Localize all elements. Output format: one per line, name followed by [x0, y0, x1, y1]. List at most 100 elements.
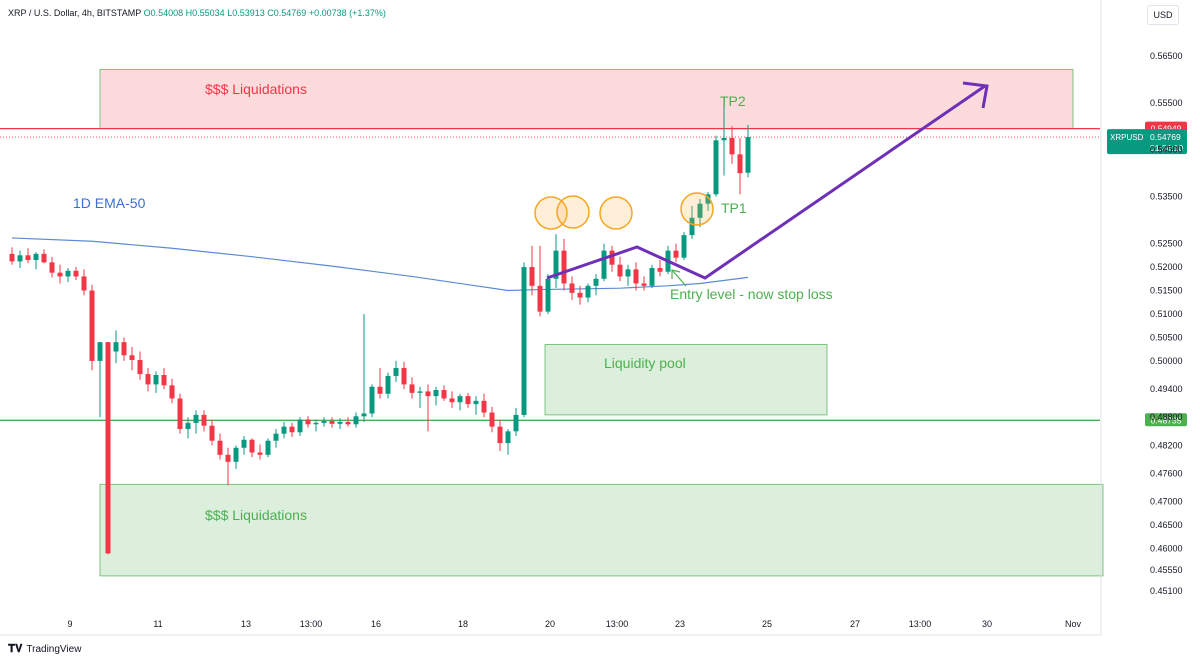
candle-body — [497, 426, 503, 444]
candle-body — [561, 250, 567, 284]
top-liquidation-zone — [99, 68, 1074, 130]
candle-body — [265, 440, 271, 455]
candle-body — [681, 235, 687, 258]
candle-body — [601, 250, 607, 279]
candle-body — [49, 262, 55, 273]
candle-body — [81, 276, 87, 291]
candle-body — [17, 255, 23, 262]
candle-body — [177, 398, 183, 429]
price-level-badge — [1145, 413, 1187, 427]
candle-body — [353, 416, 359, 425]
tp1-label: TP1 — [721, 200, 747, 216]
candle-body — [553, 250, 559, 279]
y-tick-label: 0.48200 — [1150, 440, 1183, 450]
last-price-badge — [1107, 129, 1187, 155]
tradingview-logo[interactable]: 𝐓𝐕 TradingView — [8, 643, 81, 656]
candle-body — [489, 412, 495, 427]
candle-body — [225, 454, 231, 462]
y-tick-label: 0.52000 — [1150, 262, 1183, 272]
candle-body — [617, 264, 623, 277]
candle-body — [153, 375, 159, 385]
entry-pointer-head — [671, 269, 681, 279]
candle-body — [513, 414, 519, 432]
candle-body — [321, 421, 327, 423]
entry-label: Entry level - now stop loss — [670, 286, 833, 302]
x-tick-label: 13:00 — [300, 619, 323, 629]
candle-body — [649, 267, 655, 286]
last-price-countdown: 01:34:10 — [1150, 143, 1183, 153]
symbol-title: XRP / U.S. Dollar, 4h, BITSTAMP — [8, 8, 142, 18]
candle-body — [9, 253, 15, 262]
candle-body — [465, 396, 471, 405]
y-tick-label: 0.56500 — [1150, 51, 1183, 61]
candle-body — [185, 422, 191, 429]
currency-button[interactable]: USD — [1147, 5, 1179, 25]
ema-50-line — [11, 237, 749, 292]
candle-body — [401, 367, 407, 385]
candle-body — [233, 447, 239, 462]
candle-body — [393, 367, 399, 376]
y-tick-label: 0.52500 — [1150, 239, 1183, 249]
candle-body — [409, 384, 415, 393]
candle-body — [537, 285, 543, 312]
x-tick-label: 20 — [545, 619, 555, 629]
candle-body — [457, 396, 463, 403]
candle-body — [313, 422, 319, 425]
candle-body — [345, 421, 351, 425]
candle-body — [169, 385, 175, 399]
candle-body — [25, 255, 31, 260]
candle-body — [281, 426, 287, 434]
candle-body — [73, 270, 79, 277]
candle-body — [105, 342, 111, 554]
candle-body — [361, 413, 367, 417]
highlight-circle — [599, 196, 633, 230]
highlight-circle — [680, 192, 714, 226]
candle-body — [209, 425, 215, 441]
candle-body — [241, 439, 247, 448]
tradingview-icon: 𝐓𝐕 — [8, 643, 23, 655]
y-tick-label: 0.50500 — [1150, 332, 1183, 342]
candle-body — [713, 140, 719, 195]
candle-body — [481, 400, 487, 413]
x-tick-label: 18 — [458, 619, 468, 629]
candle-body — [433, 390, 439, 397]
candle-body — [257, 452, 263, 455]
candle-body — [521, 267, 527, 415]
candle-body — [473, 400, 479, 405]
y-tick-label: 0.49400 — [1150, 384, 1183, 394]
x-tick-label: 25 — [762, 619, 772, 629]
candle-body — [161, 375, 167, 386]
candle-body — [249, 439, 255, 453]
candle-body — [425, 391, 431, 397]
candle-body — [385, 375, 391, 394]
open-value: O0.54008 — [143, 8, 184, 18]
brand-label: TradingView — [26, 644, 82, 655]
candle-body — [609, 250, 615, 265]
candle-body — [641, 283, 647, 286]
x-tick-label: 13 — [241, 619, 251, 629]
candle-body — [505, 431, 511, 444]
candle-body — [33, 253, 39, 260]
candle-body — [593, 278, 599, 286]
y-tick-label: 0.55500 — [1150, 98, 1183, 108]
ema-label: 1D EMA-50 — [73, 195, 146, 211]
y-tick-label: 0.53500 — [1150, 192, 1183, 202]
candle-body — [329, 421, 335, 424]
high-value: H0.55034 — [185, 8, 225, 18]
candle-body — [121, 342, 127, 356]
candle-body — [689, 217, 695, 236]
candle-body — [297, 419, 303, 433]
candle-body — [273, 433, 279, 441]
y-tick-label: 0.48800 — [1150, 412, 1183, 422]
x-tick-label: 9 — [67, 619, 72, 629]
candle-body — [217, 440, 223, 455]
liquidity-pool-label: Liquidity pool — [604, 355, 686, 371]
change-value: +0.00738 (+1.37%) — [308, 8, 386, 18]
candle-body — [737, 154, 743, 174]
last-price-value: 0.54769 — [1150, 132, 1181, 142]
y-tick-label: 0.54500 — [1150, 145, 1183, 155]
close-value: C0.54769 — [267, 8, 307, 18]
y-tick-label: 0.46500 — [1150, 520, 1183, 530]
